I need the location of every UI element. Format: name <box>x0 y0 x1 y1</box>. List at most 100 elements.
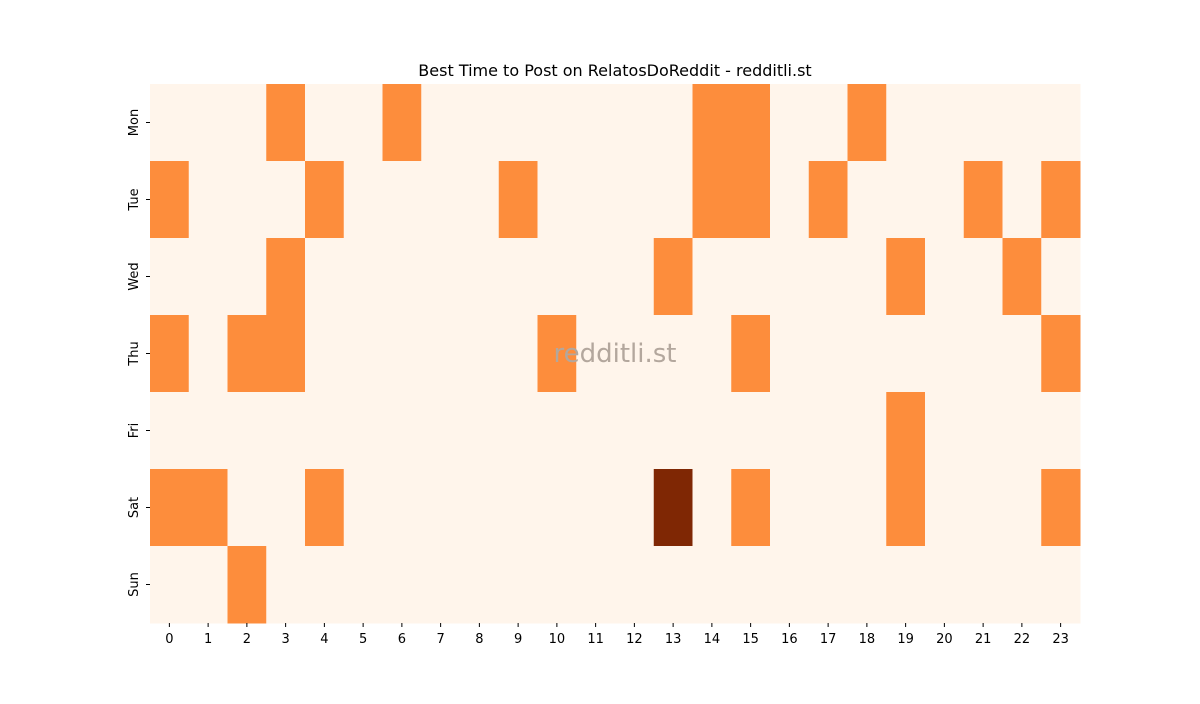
heatmap-cell-thu-18 <box>847 315 887 393</box>
heatmap-cell-sun-16 <box>770 546 810 624</box>
heatmap-cell-fri-4 <box>305 392 345 470</box>
heatmap-cell-fri-19 <box>886 392 926 470</box>
heatmap-cell-mon-4 <box>305 84 345 162</box>
heatmap-cell-fri-8 <box>460 392 500 470</box>
heatmap-cell-mon-18 <box>847 84 887 162</box>
watermark: redditli.st <box>554 339 677 369</box>
heatmap-cell-thu-23 <box>1041 315 1081 393</box>
heatmap-cell-tue-21 <box>963 161 1003 239</box>
heatmap-cell-mon-8 <box>460 84 500 162</box>
x-tick-label: 7 <box>436 632 444 647</box>
heatmap-cell-sat-8 <box>460 469 500 547</box>
heatmap-cell-tue-14 <box>692 161 732 239</box>
x-tick-label: 17 <box>820 632 837 647</box>
heatmap-cell-thu-2 <box>227 315 267 393</box>
heatmap-cell-thu-1 <box>188 315 228 393</box>
heatmap-cell-sat-7 <box>421 469 461 547</box>
x-tick-label: 4 <box>320 632 328 647</box>
heatmap-cell-thu-15 <box>731 315 771 393</box>
x-tick-label: 3 <box>281 632 289 647</box>
heatmap-cell-wed-3 <box>266 238 306 316</box>
heatmap-cell-sun-10 <box>537 546 577 624</box>
heatmap-cell-thu-0 <box>150 315 190 393</box>
heatmap-cell-wed-13 <box>653 238 693 316</box>
heatmap-cell-wed-20 <box>925 238 965 316</box>
heatmap-cell-tue-3 <box>266 161 306 239</box>
heatmap-cell-sat-6 <box>382 469 422 547</box>
x-tick-label: 21 <box>975 632 992 647</box>
heatmap-cell-tue-11 <box>576 161 616 239</box>
heatmap-cell-sat-15 <box>731 469 771 547</box>
heatmap-cell-sat-20 <box>925 469 965 547</box>
heatmap-cell-fri-14 <box>692 392 732 470</box>
heatmap-cell-tue-9 <box>498 161 538 239</box>
x-tick-label: 0 <box>165 632 173 647</box>
heatmap-cell-tue-15 <box>731 161 771 239</box>
heatmap-cell-sat-23 <box>1041 469 1081 547</box>
heatmap-cell-sun-8 <box>460 546 500 624</box>
x-tick-label: 13 <box>665 632 682 647</box>
heatmap-cell-fri-23 <box>1041 392 1081 470</box>
heatmap-cell-sun-0 <box>150 546 190 624</box>
heatmap-cell-mon-12 <box>615 84 655 162</box>
heatmap-cell-thu-3 <box>266 315 306 393</box>
heatmap-cell-mon-16 <box>770 84 810 162</box>
heatmap-cell-mon-14 <box>692 84 732 162</box>
heatmap-cell-fri-11 <box>576 392 616 470</box>
heatmap-cell-fri-10 <box>537 392 577 470</box>
x-tick-label: 16 <box>781 632 798 647</box>
heatmap-cell-sun-23 <box>1041 546 1081 624</box>
heatmap-cell-mon-10 <box>537 84 577 162</box>
heatmap-cell-mon-2 <box>227 84 267 162</box>
heatmap-cell-sun-5 <box>343 546 383 624</box>
heatmap-cell-tue-18 <box>847 161 887 239</box>
heatmap-cell-sun-6 <box>382 546 422 624</box>
heatmap-cell-fri-3 <box>266 392 306 470</box>
heatmap-cell-mon-17 <box>808 84 848 162</box>
heatmap-cell-sun-21 <box>963 546 1003 624</box>
heatmap-cell-thu-21 <box>963 315 1003 393</box>
heatmap-cell-fri-1 <box>188 392 228 470</box>
heatmap-cell-thu-17 <box>808 315 848 393</box>
heatmap-cell-tue-17 <box>808 161 848 239</box>
heatmap-cell-thu-14 <box>692 315 732 393</box>
heatmap-cell-tue-13 <box>653 161 693 239</box>
heatmap-cell-mon-11 <box>576 84 616 162</box>
heatmap-cell-mon-20 <box>925 84 965 162</box>
heatmap-cell-mon-6 <box>382 84 422 162</box>
y-tick-label: Sun <box>127 572 142 597</box>
heatmap-cell-wed-11 <box>576 238 616 316</box>
heatmap-cell-thu-11 <box>576 315 616 393</box>
x-tick-label: 19 <box>897 632 914 647</box>
heatmap-cell-sat-9 <box>498 469 538 547</box>
heatmap-cell-tue-4 <box>305 161 345 239</box>
heatmap-cell-sat-21 <box>963 469 1003 547</box>
heatmap-cell-sat-2 <box>227 469 267 547</box>
heatmap-cell-wed-14 <box>692 238 732 316</box>
y-tick-label: Tue <box>127 188 142 211</box>
heatmap-cell-mon-23 <box>1041 84 1081 162</box>
heatmap-cell-thu-5 <box>343 315 383 393</box>
heatmap-cell-wed-1 <box>188 238 228 316</box>
chart-title: Best Time to Post on RelatosDoReddit - r… <box>418 61 811 80</box>
heatmap-cell-sat-0 <box>150 469 190 547</box>
x-tick-label: 6 <box>398 632 406 647</box>
heatmap-cell-sat-1 <box>188 469 228 547</box>
heatmap-cell-mon-1 <box>188 84 228 162</box>
x-axis: 0 1 2 3 4 5 6 7 8 9 10 11 12 13 14 15 16 17 18 19 20 21 22 23 <box>165 623 1069 647</box>
heatmap-cell-wed-12 <box>615 238 655 316</box>
heatmap-cell-fri-20 <box>925 392 965 470</box>
heatmap-cell-fri-17 <box>808 392 848 470</box>
heatmap-cell-sun-1 <box>188 546 228 624</box>
x-tick-label: 11 <box>587 632 604 647</box>
y-tick-label: Fri <box>127 423 142 439</box>
x-tick-label: 18 <box>859 632 876 647</box>
heatmap-cell-sun-15 <box>731 546 771 624</box>
heatmap-cell-tue-22 <box>1002 161 1042 239</box>
heatmap-cell-wed-18 <box>847 238 887 316</box>
heatmap-cell-tue-12 <box>615 161 655 239</box>
heatmap-cell-sat-12 <box>615 469 655 547</box>
heatmap-cell-fri-0 <box>150 392 190 470</box>
heatmap-cell-sat-5 <box>343 469 383 547</box>
